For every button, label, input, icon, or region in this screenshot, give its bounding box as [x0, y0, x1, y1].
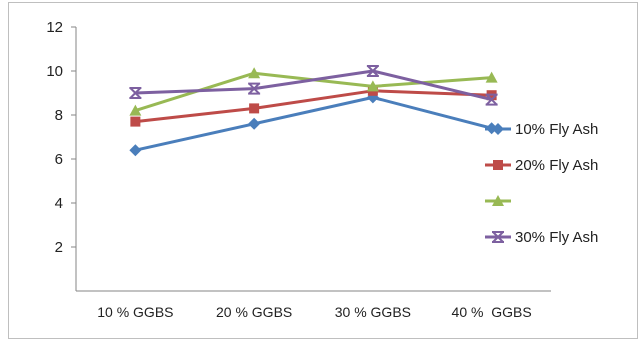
y-axis: 2 4 6 8 10 12 [46, 19, 77, 291]
legend-entry-1: 10% Fly Ash [485, 121, 598, 138]
data-point [485, 93, 498, 106]
legend-swatch-marker [492, 123, 504, 135]
x-axis: 10 % GGBS 20 % GGBS 30 % GGBS 40 % GGBS [76, 290, 551, 320]
legend-entry-2: 20% Fly Ash [485, 157, 598, 174]
data-point [485, 71, 498, 83]
legend-label: 20% Fly Ash [515, 157, 598, 174]
data-point [248, 67, 261, 79]
y-tick-label: 4 [55, 195, 63, 212]
legend-label: 10% Fly Ash [515, 121, 598, 138]
y-tick-label: 2 [55, 239, 63, 256]
y-tick-label: 8 [55, 107, 63, 124]
x-tick-label: 30 % GGBS [335, 304, 411, 320]
series-line [135, 95, 493, 152]
legend-entry-4: 30% Fly Ash [485, 229, 598, 246]
data-point [366, 80, 379, 92]
legend-swatch-marker [493, 160, 503, 170]
x-tick-label: 40 % GGBS [452, 304, 532, 320]
legend-entry-3 [485, 195, 511, 206]
y-tick-label: 10 [46, 63, 63, 80]
marker-stroke [367, 65, 379, 77]
series-line [135, 69, 492, 102]
y-tick-label: 12 [46, 19, 63, 36]
data-point [129, 104, 142, 116]
series-1 [129, 91, 498, 157]
chart-frame: 2 4 6 8 10 12 10 % GGBS 20 % GGBS 30 % GGBS 40 %… [8, 2, 638, 339]
data-point [129, 144, 142, 157]
data-point [130, 116, 141, 127]
data-point [248, 117, 261, 130]
legend: 10% Fly Ash 20% Fly Ash 30% Fly Ash [485, 121, 598, 246]
y-tick-label: 6 [55, 151, 63, 168]
series-layer [129, 65, 498, 157]
marker-stroke [129, 87, 142, 99]
line-chart: 2 4 6 8 10 12 10 % GGBS 20 % GGBS 30 % GGBS 40 %… [46, 19, 598, 320]
data-point [366, 65, 379, 77]
marker-stroke [248, 82, 260, 95]
marker-stroke [492, 231, 504, 243]
x-tick-label: 20 % GGBS [216, 304, 292, 320]
data-point [249, 103, 260, 114]
x-tick-label: 10 % GGBS [97, 304, 173, 320]
series-4 [129, 65, 498, 106]
legend-swatch-marker [492, 195, 504, 206]
legend-label: 30% Fly Ash [515, 229, 598, 246]
data-point [248, 82, 261, 95]
legend-swatch-marker [492, 231, 504, 243]
data-point [129, 87, 142, 99]
marker-stroke [485, 93, 498, 106]
series-line [135, 89, 492, 124]
